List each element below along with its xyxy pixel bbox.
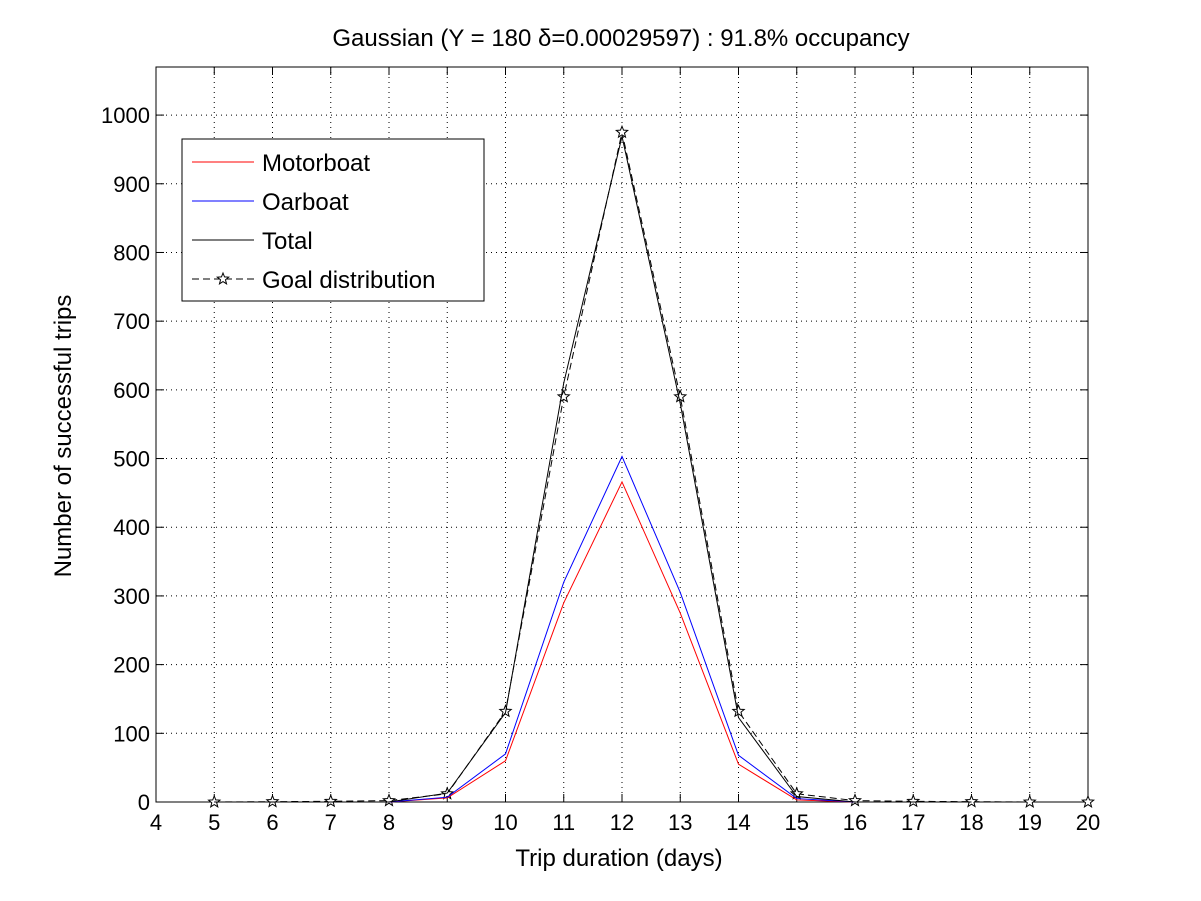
goal-point-marker <box>1022 794 1037 808</box>
y-tick-label: 700 <box>113 309 150 334</box>
x-axis-title: Trip duration (days) <box>515 845 722 872</box>
x-tick-label: 13 <box>668 810 692 835</box>
y-tick-label: 0 <box>138 790 150 815</box>
x-tick-label: 19 <box>1018 810 1042 835</box>
series-line-oarboat <box>214 455 972 803</box>
y-tick-label: 300 <box>113 584 150 609</box>
y-axis-title: Number of successful trips <box>50 295 77 578</box>
x-tick-label: 7 <box>325 810 337 835</box>
series-line-motorboat <box>214 480 972 803</box>
legend-label: Goal distribution <box>262 267 435 294</box>
x-tick-label: 9 <box>441 810 453 835</box>
legend-label: Motorboat <box>262 150 370 177</box>
x-tick-label: 11 <box>552 810 575 835</box>
goal-point-marker <box>847 793 863 807</box>
x-tick-label: 5 <box>208 810 220 835</box>
x-tick-label: 15 <box>785 810 809 835</box>
y-tick-label: 400 <box>113 515 150 540</box>
series-line-goal-distribution <box>214 132 1088 803</box>
x-tick-label: 4 <box>150 810 162 835</box>
goal-point-marker <box>731 703 746 718</box>
y-tick-label: 200 <box>113 653 150 678</box>
x-tick-label: 20 <box>1076 810 1100 835</box>
x-tick-label: 6 <box>266 810 278 835</box>
y-tick-label: 1000 <box>101 103 150 128</box>
legend-label: Oarboat <box>262 189 349 216</box>
x-tick-label: 14 <box>726 810 750 835</box>
goal-point-marker <box>207 794 222 808</box>
series-group <box>207 124 1096 808</box>
goal-point-marker <box>673 389 688 403</box>
goal-point-marker <box>381 793 397 807</box>
y-tick-label: 500 <box>113 447 150 472</box>
goal-point-marker <box>323 793 338 808</box>
goal-point-marker <box>265 794 280 808</box>
legend-star-marker <box>215 271 231 285</box>
legend-box <box>181 138 485 302</box>
x-tick-label: 12 <box>610 810 634 835</box>
x-tick-label: 18 <box>959 810 983 835</box>
y-tick-label: 800 <box>113 240 150 265</box>
goal-point-marker <box>964 794 979 808</box>
y-tick-label: 600 <box>113 378 150 403</box>
goal-point-marker <box>1080 794 1096 808</box>
x-tick-label: 17 <box>901 810 925 835</box>
x-tick-label: 10 <box>493 810 517 835</box>
legend: Motorboat Oarboat Total Goal distribution <box>181 138 485 302</box>
series-line-total <box>214 136 972 803</box>
x-tick-label: 16 <box>843 810 867 835</box>
goal-point-marker <box>614 124 630 139</box>
chart-title: Gaussian (Y = 180 δ=0.00029597) : 91.8% … <box>332 25 909 52</box>
goal-point-marker <box>906 793 921 808</box>
goal-point-marker <box>556 389 571 403</box>
legend-label: Total <box>262 228 313 255</box>
y-tick-label: 900 <box>113 172 150 197</box>
x-tick-label: 8 <box>383 810 395 835</box>
y-tick-label: 100 <box>113 721 150 746</box>
tick-labels: 4 5 6 7 8 9 10 11 12 13 14 15 16 17 18 19 20010020030040… <box>101 103 1100 835</box>
